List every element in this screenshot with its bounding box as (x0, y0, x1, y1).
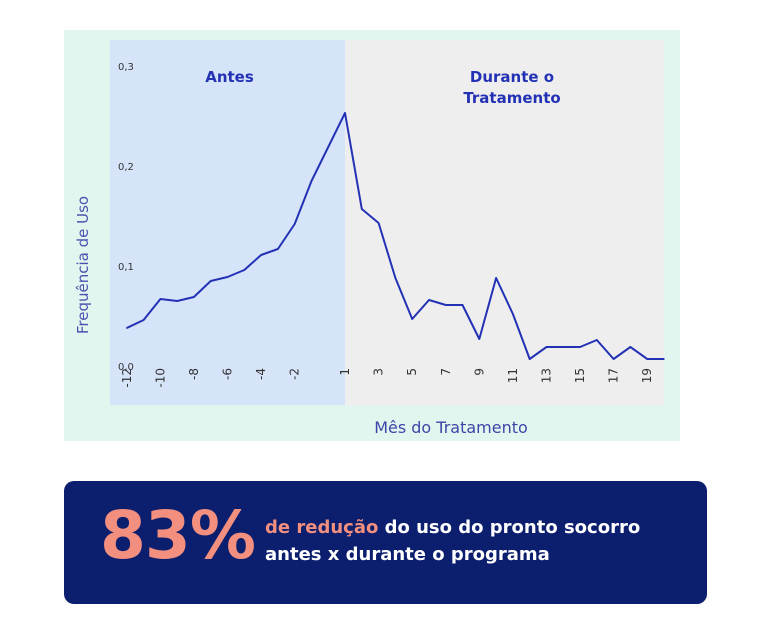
data-point (226, 276, 229, 278)
data-point (495, 277, 497, 279)
stat-text-line1: do uso do pronto socorro (378, 517, 641, 538)
data-point (209, 280, 212, 282)
data-point (579, 346, 581, 348)
data-point (512, 313, 514, 315)
x-tick-label: 17 (607, 368, 621, 383)
data-point (545, 346, 548, 348)
data-point (646, 358, 649, 360)
x-tick-label: 15 (573, 368, 587, 383)
data-point (612, 358, 615, 360)
x-tick-label: -2 (288, 368, 302, 380)
y-tick-label: 0,0 (118, 362, 134, 373)
region-label-during-line1: Durante o (470, 68, 554, 86)
region-label-during-line2: Tratamento (463, 89, 560, 107)
x-axis-title: Mês do Tratamento (374, 418, 528, 437)
region-before (110, 40, 346, 405)
x-tick-label: 11 (506, 368, 520, 383)
x-tick-label: 9 (472, 368, 486, 376)
x-tick-label: 1 (338, 368, 352, 376)
x-tick-label: -12 (120, 368, 134, 388)
data-point (125, 327, 128, 329)
stat-text-line2: antes x durante o programa (265, 544, 550, 565)
stat-card: 83% de redução do uso do pronto socorro … (64, 481, 707, 604)
data-point (444, 304, 447, 306)
data-point (176, 300, 178, 302)
data-point (142, 319, 145, 321)
data-point (478, 338, 481, 340)
x-tick-label: -4 (254, 368, 268, 380)
data-point (461, 304, 464, 306)
x-tick-label: 13 (539, 368, 553, 383)
y-tick-label: 0,2 (118, 162, 134, 173)
data-point (377, 222, 380, 224)
x-tick-label: -8 (187, 368, 201, 380)
data-point (528, 358, 531, 360)
x-tick-label: 5 (405, 368, 419, 376)
region-label-before: Antes (205, 68, 254, 86)
y-tick-label: 0,3 (118, 62, 134, 73)
data-point (193, 296, 195, 298)
data-point (310, 180, 313, 182)
data-point (361, 208, 363, 210)
data-point (344, 112, 346, 114)
data-point (159, 298, 162, 300)
data-point (562, 346, 565, 348)
stat-percentage: 83% (100, 497, 256, 574)
stat-description: de redução do uso do pronto socorro ante… (265, 514, 695, 568)
data-point (260, 254, 262, 256)
region-during (345, 40, 664, 405)
data-point (629, 346, 632, 348)
y-axis-title: Frequência de Uso (74, 195, 92, 335)
data-point (293, 223, 296, 225)
stat-highlight: de redução (265, 517, 379, 538)
x-tick-label: -6 (221, 368, 235, 380)
data-point (411, 318, 413, 320)
data-point (428, 299, 430, 301)
x-tick-label: 7 (439, 368, 453, 376)
chart-panel: Antes Durante o Tratamento 0,0 0,1 0,2 0,3 -12 -… (64, 30, 680, 441)
x-tick-label: 19 (640, 368, 654, 383)
data-point (243, 269, 246, 271)
data-point (663, 358, 665, 360)
series-line (126, 112, 664, 360)
y-tick-label: 0,1 (118, 262, 134, 273)
data-point (394, 277, 397, 279)
x-tick-label: 3 (372, 368, 386, 376)
x-tick-label: -10 (153, 368, 167, 388)
line-chart: Antes Durante o Tratamento 0,0 0,1 0,2 0,3 -12 -… (110, 40, 665, 405)
data-point (596, 339, 598, 341)
data-point (277, 248, 279, 250)
